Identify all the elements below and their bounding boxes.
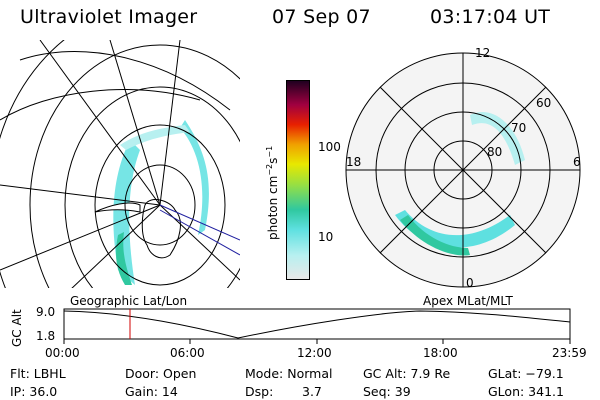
mlt-label-bottom: 0 (466, 276, 474, 290)
colorbar-tick-10: 10 (318, 230, 334, 244)
mlt-label-left: 18 (346, 155, 362, 169)
door-info: Door: Open (125, 366, 197, 381)
gain-info: Gain: 14 (125, 384, 178, 399)
timeline-xtick-0: 00:00 (45, 346, 80, 360)
altitude-curve (63, 310, 571, 339)
time-label: 03:17:04 UT (430, 6, 551, 28)
timeline-ytick-high: 9.0 (36, 305, 56, 319)
timeline-xtick-2: 12:00 (297, 346, 332, 360)
aurora-oval-top (470, 112, 525, 165)
timeline-xtick-4: 23:59 (552, 346, 587, 360)
ip-info: IP: 36.0 (10, 384, 58, 399)
date-label: 07 Sep 07 (272, 6, 371, 28)
colorbar-tick-100: 100 (318, 140, 341, 154)
colorbar (286, 80, 310, 280)
timeline-xtick-3: 18:00 (423, 346, 458, 360)
timeline-xtick-1: 06:00 (170, 346, 205, 360)
filter-info: Flt: LBHL (10, 366, 66, 381)
aurora-band-top (120, 125, 190, 150)
gc-alt-info: GC Alt: 7.9 Re (363, 366, 451, 381)
mlat-label-80: 80 (487, 145, 503, 159)
dsp-label: Dsp: (245, 384, 274, 399)
glon-info: GLon: 341.1 (488, 384, 564, 399)
mlt-label-top: 12 (475, 46, 491, 60)
instrument-title: Ultraviolet Imager (20, 6, 198, 28)
mlt-label-right: 6 (573, 155, 581, 169)
right-panel-label: Apex MLat/MLT (423, 294, 513, 308)
mlat-label-60: 60 (536, 96, 552, 110)
timeline-ytick-low: 1.8 (36, 329, 56, 343)
glat-info: GLat: −79.1 (488, 366, 564, 381)
aurora-band-right (180, 120, 209, 235)
mode-info: Mode: Normal (245, 366, 333, 381)
aurora-band-left-green (116, 232, 132, 285)
mlat-label-70: 70 (511, 121, 527, 135)
dsp-value: 3.7 (302, 384, 322, 399)
seq-info: Seq: 39 (363, 384, 411, 399)
left-panel-label: Geographic Lat/Lon (70, 294, 188, 308)
